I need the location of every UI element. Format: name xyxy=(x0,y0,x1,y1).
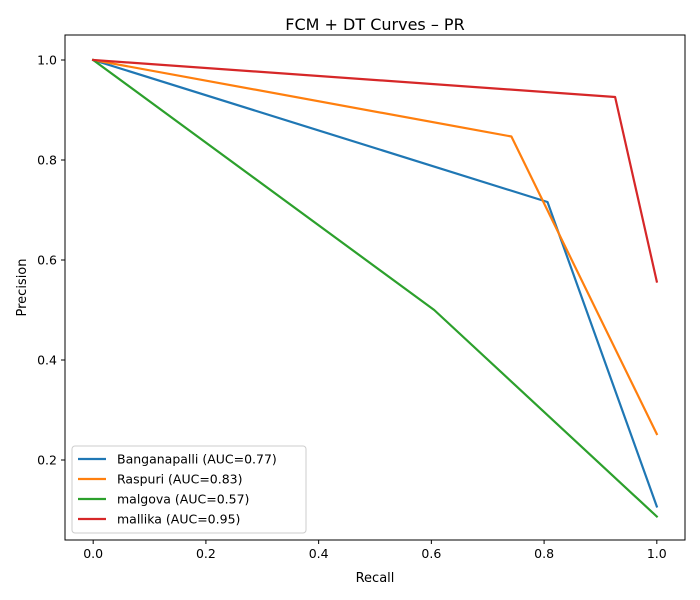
legend-label-mallika: mallika (AUC=0.95) xyxy=(117,512,240,527)
legend: Banganapalli (AUC=0.77) Raspuri (AUC=0.83… xyxy=(71,445,307,534)
legend-label-raspuri: Raspuri (AUC=0.83) xyxy=(117,472,243,487)
x-tick-label: 0.4 xyxy=(309,546,329,561)
ticks-layer: 0.0 0.2 0.4 0.6 0.8 1.0 0.2 0.4 0.6 0.8 1.0 xyxy=(37,53,667,562)
x-tick-label: 1.0 xyxy=(647,546,667,561)
y-tick-label: 1.0 xyxy=(37,53,57,68)
series-layer xyxy=(91,58,659,519)
series-line-banganapalli xyxy=(91,58,659,508)
x-tick-label: 0.0 xyxy=(83,546,103,561)
plot-frame xyxy=(64,34,686,541)
x-tick-label: 0.8 xyxy=(534,546,554,561)
chart-title: FCM + DT Curves – PR xyxy=(285,15,464,34)
y-tick-label: 0.8 xyxy=(37,153,57,168)
x-tick-label: 0.6 xyxy=(421,546,441,561)
legend-label-banganapalli: Banganapalli (AUC=0.77) xyxy=(117,452,277,467)
legend-box xyxy=(71,445,307,534)
series-line-mallika xyxy=(92,58,659,283)
x-tick-label: 0.2 xyxy=(196,546,216,561)
y-tick-label: 0.4 xyxy=(37,353,57,368)
y-tick-label: 0.2 xyxy=(37,453,57,468)
series-line-malgova xyxy=(91,58,659,519)
y-tick-label: 0.6 xyxy=(37,253,57,268)
x-axis-label: Recall xyxy=(356,571,395,586)
legend-label-malgova: malgova (AUC=0.57) xyxy=(117,492,249,507)
y-axis-label: Precision xyxy=(15,258,30,316)
series-line-raspuri xyxy=(91,58,659,436)
